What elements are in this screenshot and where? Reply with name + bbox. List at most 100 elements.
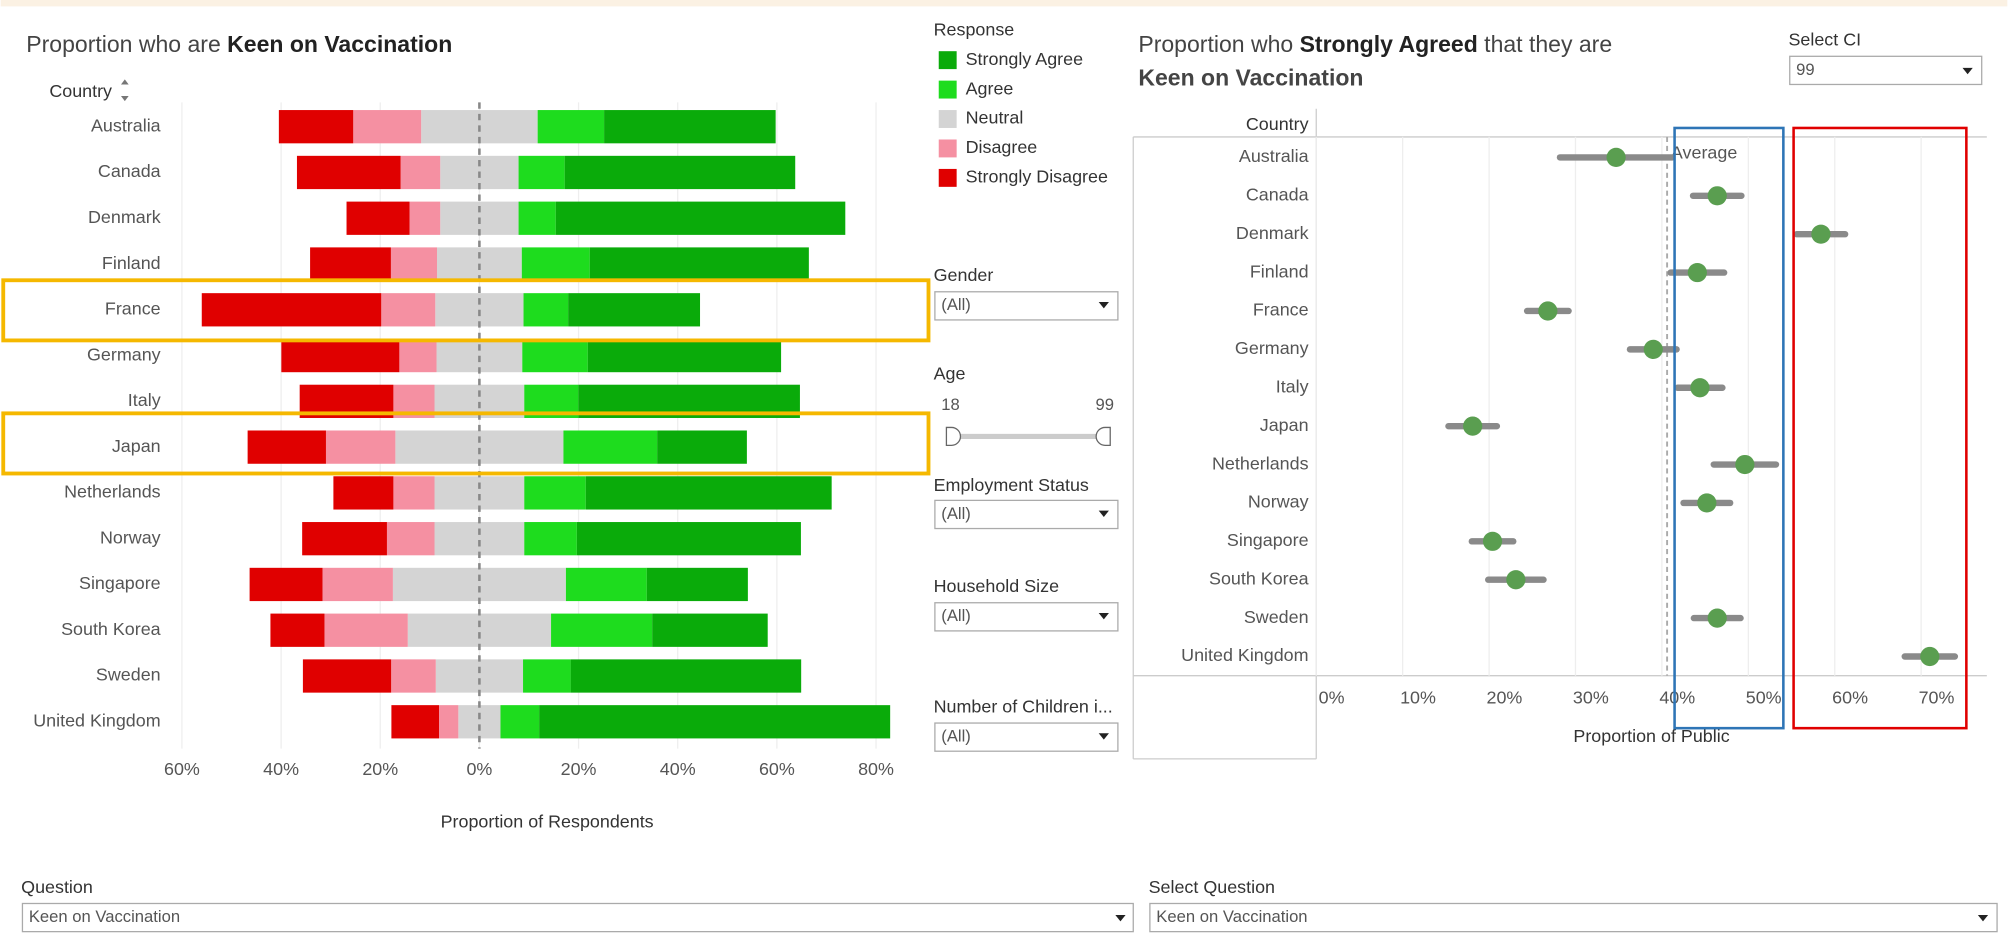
dropdown-arrow[interactable]: [1962, 67, 1973, 75]
highlight-box: [1792, 126, 1968, 730]
gender-filter[interactable]: Gender (All): [934, 265, 1119, 321]
bar-segment: [563, 430, 658, 464]
dropdown-arrow[interactable]: [1098, 510, 1109, 518]
bar-segment: [302, 522, 387, 556]
x-tick-label: 50%: [1746, 687, 1782, 707]
bar-segment: [500, 705, 540, 739]
bar-segment: [324, 613, 408, 647]
category-label: France: [105, 299, 161, 319]
bar-segment: [281, 338, 400, 373]
title-text: Proportion who: [1138, 31, 1293, 57]
control-label: Employment Status: [934, 475, 1089, 495]
dropdown[interactable]: [934, 499, 1119, 530]
title-emphasis: Keen on Vaccination: [227, 31, 452, 57]
x-tick-label: 60%: [164, 759, 200, 779]
bar-segment: [392, 567, 566, 602]
dropdown-value: (All): [941, 295, 971, 314]
category-label: United Kingdom: [1181, 645, 1308, 665]
x-tick-label: 60%: [759, 759, 795, 779]
children-filter[interactable]: Number of Children i... (All): [934, 696, 1119, 752]
dropdown[interactable]: [1149, 902, 1998, 933]
bar-segment: [391, 705, 439, 739]
ci-select[interactable]: Select CI 99: [1788, 30, 1983, 86]
dropdown-arrow[interactable]: [1098, 612, 1109, 620]
x-axis-label: Proportion of Respondents: [441, 812, 654, 832]
x-tick-label: 40%: [660, 759, 696, 779]
sort-glyph[interactable]: [120, 79, 129, 102]
x-tick-label: 20%: [561, 759, 597, 779]
employment-filter[interactable]: Employment Status (All): [934, 475, 1119, 530]
category-label: Norway: [1248, 492, 1309, 512]
dot: [1707, 608, 1727, 628]
dropdown[interactable]: [21, 902, 1134, 933]
dropdown[interactable]: [1789, 55, 1983, 86]
bar-segment: [522, 338, 588, 373]
bar-segment: [407, 613, 552, 647]
bar-segment: [585, 476, 832, 510]
question-select[interactable]: Question Keen on Vaccination: [21, 877, 1134, 933]
bar-segment: [399, 338, 437, 373]
x-tick-label: 20%: [1487, 687, 1523, 707]
bar-segment: [435, 659, 524, 693]
bar-segment: [249, 567, 323, 602]
top-bar: [0, 0, 2008, 7]
category-label: Australia: [1239, 146, 1309, 166]
category-label: Italy: [1276, 376, 1309, 396]
bar-segment: [657, 430, 747, 464]
dropdown-arrow[interactable]: [1098, 733, 1109, 740]
bar-segment: [393, 476, 435, 510]
bar-segment: [523, 293, 569, 327]
title-emphasis: Strongly Agreed: [1300, 31, 1478, 57]
legend-label: Agree: [966, 78, 1014, 98]
legend: Strongly Agree Agree Neutral Disagree Strong…: [938, 49, 1108, 187]
bar-segment: [395, 430, 564, 464]
category-label: Germany: [87, 344, 161, 364]
category-label: Australia: [91, 115, 161, 135]
dropdown-arrow[interactable]: [1115, 915, 1126, 922]
x-tick-label: 70%: [1919, 687, 1955, 707]
bar-segment: [570, 659, 802, 693]
control-label: Question: [21, 877, 93, 897]
slider-max: 99: [1096, 395, 1115, 414]
category-label: United Kingdom: [33, 711, 160, 731]
dot: [1690, 378, 1710, 398]
bar-segment: [523, 659, 571, 693]
dropdown-value: 99: [1796, 60, 1815, 79]
bar-segment: [310, 247, 391, 281]
bar-segment: [576, 522, 801, 556]
dot: [1606, 147, 1626, 168]
dropdown[interactable]: [934, 291, 1119, 321]
dropdown[interactable]: [934, 602, 1119, 632]
legend-title: Response: [934, 19, 1015, 39]
control-label: Number of Children i...: [934, 696, 1113, 716]
slider-min: 18: [941, 395, 960, 414]
dropdown[interactable]: [934, 722, 1119, 752]
slider-handle[interactable]: [1095, 426, 1111, 446]
bar-segment: [278, 110, 354, 144]
x-tick-label: 10%: [1400, 687, 1436, 707]
household-filter[interactable]: Household Size (All): [934, 576, 1119, 632]
bar-segment: [551, 613, 653, 647]
bar-segment: [381, 293, 436, 327]
bar-segment: [458, 705, 501, 739]
chart-title: Proportion who are Keen on Vaccination: [26, 31, 452, 57]
y-header: Country: [1246, 114, 1309, 134]
dropdown-arrow[interactable]: [1977, 915, 1989, 922]
dropdown-value: (All): [941, 504, 971, 523]
dot: [1506, 570, 1526, 590]
bar-segment: [302, 659, 392, 693]
age-filter[interactable]: Age 18 99: [934, 364, 1114, 446]
dot: [1735, 454, 1755, 475]
title-text: Proportion who are: [26, 31, 220, 57]
sort-icon[interactable]: [120, 79, 129, 102]
select-question[interactable]: Select Question Keen on Vaccination: [1149, 877, 1998, 933]
dropdown-arrow[interactable]: [1098, 302, 1109, 309]
control-label: Age: [934, 364, 966, 384]
slider-handle[interactable]: [945, 426, 962, 446]
bar-segment: [333, 476, 394, 510]
dot: [1643, 339, 1663, 359]
bar-segment: [201, 293, 382, 327]
category-label: Sweden: [96, 665, 161, 685]
legend-swatch: [938, 51, 957, 70]
